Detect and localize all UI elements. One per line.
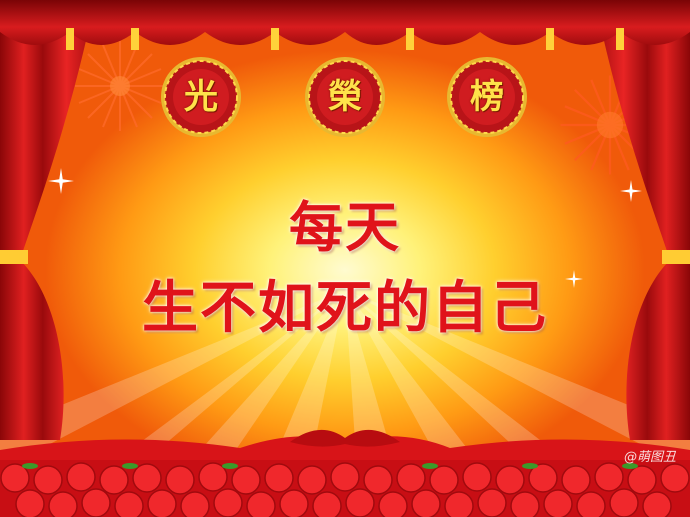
- curtain-right: [595, 0, 690, 440]
- medallion-frame: [161, 57, 241, 137]
- medallion-1: 光: [160, 56, 242, 138]
- curtain-left: [0, 0, 95, 440]
- medallion-char: 榮: [328, 77, 362, 117]
- sparkle-icon: [620, 180, 642, 202]
- sparkle-icon: [48, 168, 74, 194]
- medallion-char: 光: [184, 77, 218, 117]
- medallion-2: 榮: [304, 56, 386, 138]
- flower-border: [0, 429, 690, 517]
- firework-left: [75, 41, 165, 131]
- headline-line-1: 每天: [289, 196, 401, 259]
- medallion-frame: [447, 57, 527, 137]
- medallion-char: 榜: [470, 77, 504, 117]
- medallion-frame: [305, 57, 385, 137]
- headline-line-2: 生不如死的自己: [142, 276, 548, 341]
- curtain-valance: [0, 0, 690, 50]
- watermark: @萌图丑: [623, 450, 676, 465]
- medallion-3: 榜: [446, 56, 528, 138]
- sparkle-icon: [565, 270, 583, 288]
